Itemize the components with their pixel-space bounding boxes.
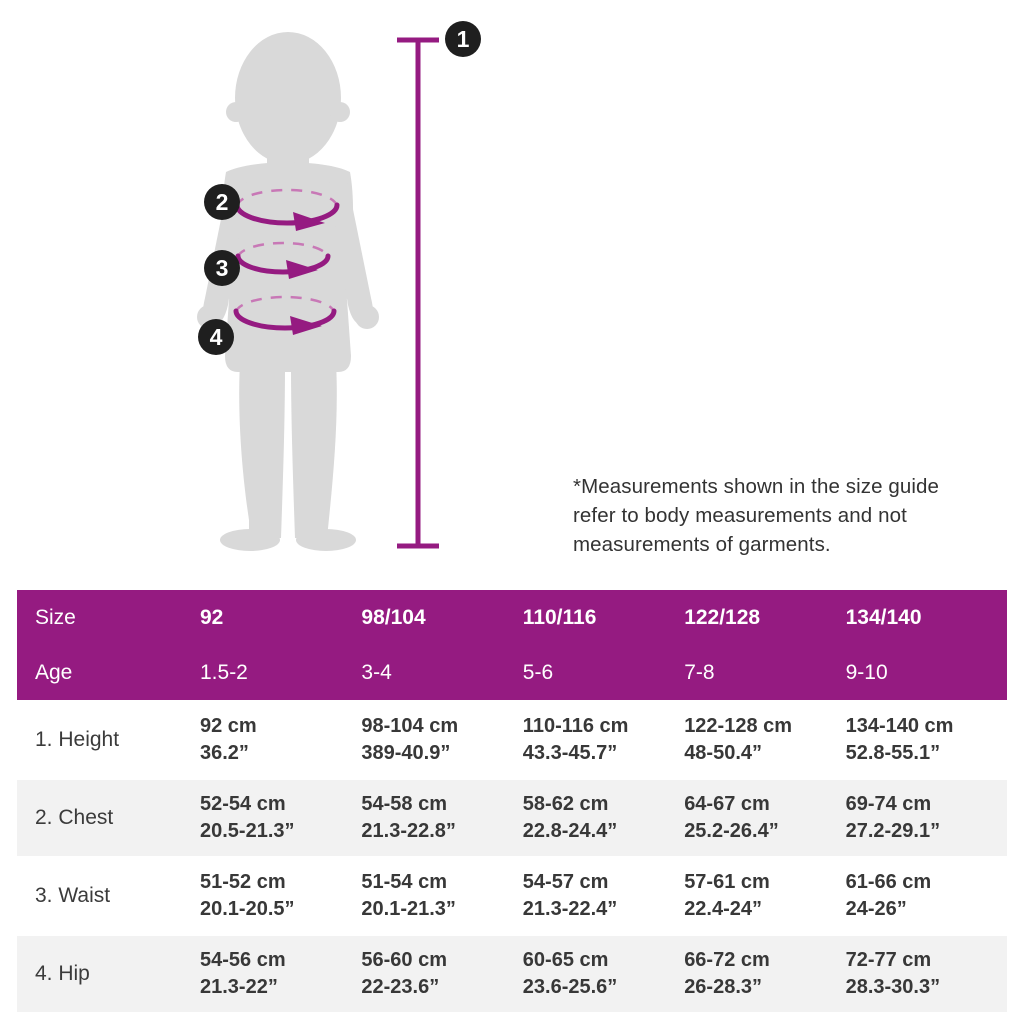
- measurement-inches: 22.4-24”: [684, 898, 763, 920]
- measurement-cm: 92 cm: [200, 715, 257, 737]
- measurement-inches: 21.3-22.8”: [361, 820, 456, 842]
- measurement-cell: 60-65 cm 23.6-25.6”: [523, 947, 684, 1001]
- measurement-cell: 54-58 cm 21.3-22.8”: [361, 791, 522, 845]
- measurement-cell: 64-67 cm 25.2-26.4”: [684, 791, 845, 845]
- measurement-cm: 54-57 cm: [522, 871, 609, 893]
- measurement-inches: 24-26”: [845, 898, 907, 920]
- measurement-inches: 23.6-25.6”: [522, 976, 618, 998]
- height-marker-badge: 1: [445, 21, 481, 57]
- measurement-cm: 54-58 cm: [361, 793, 448, 815]
- measurement-cm: 56-60 cm: [361, 949, 448, 971]
- measurement-inches: 21.3-22.4”: [522, 898, 618, 920]
- measurement-inches: 20.5-21.3”: [200, 820, 295, 842]
- header-age-value: 9-10: [845, 660, 888, 684]
- header-size-value: 134/140: [845, 605, 922, 629]
- table-row: 1. Height 92 cm 36.2” 98-104 cm 389-40.9” 110…: [17, 702, 1007, 778]
- size-table: Size 92 98/104 110/116 122/128 134/140 Age 1.5-…: [17, 590, 1007, 1012]
- measurement-inches: 25.2-26.4”: [684, 820, 779, 842]
- waist-marker-badge: 3: [204, 250, 240, 286]
- measurement-cell: 134-140 cm 52.8-55.1”: [846, 713, 1007, 767]
- measurement-cell: 51-54 cm 20.1-21.3”: [361, 869, 522, 923]
- measurement-inches: 20.1-21.3”: [361, 898, 456, 920]
- measurement-cell: 56-60 cm 22-23.6”: [361, 947, 522, 1001]
- measurement-cm: 51-54 cm: [361, 871, 448, 893]
- measurement-cm: 54-56 cm: [200, 949, 286, 971]
- header-age-value: 5-6: [522, 660, 554, 684]
- measurement-cell: 98-104 cm 389-40.9”: [361, 713, 522, 767]
- measurement-cell: 58-62 cm 22.8-24.4”: [523, 791, 684, 845]
- measurement-inches: 22.8-24.4”: [522, 820, 618, 842]
- chest-marker-badge: 2: [204, 184, 240, 220]
- measurement-cm: 57-61 cm: [684, 871, 770, 893]
- measurement-cell: 51-52 cm 20.1-20.5”: [200, 869, 361, 923]
- header-size-label: Size: [35, 605, 76, 629]
- measurement-inches: 52.8-55.1”: [845, 742, 941, 764]
- measurement-inches: 21.3-22”: [200, 976, 278, 998]
- measurement-cm: 69-74 cm: [845, 793, 932, 815]
- measurement-cell: 110-116 cm 43.3-45.7”: [523, 713, 684, 767]
- measurement-cell: 54-57 cm 21.3-22.4”: [523, 869, 684, 923]
- hip-measure-ellipse: [233, 295, 337, 335]
- table-header: Size 92 98/104 110/116 122/128 134/140 Age 1.5-…: [17, 590, 1007, 700]
- header-size-value: 98/104: [361, 605, 426, 629]
- table-row: 2. Chest 52-54 cm 20.5-21.3” 54-58 cm 21.3-2…: [17, 780, 1007, 856]
- measurement-inches: 48-50.4”: [684, 742, 763, 764]
- header-age-value: 7-8: [684, 660, 715, 684]
- header-size-value: 122/128: [684, 605, 761, 629]
- measurement-cell: 57-61 cm 22.4-24”: [684, 869, 845, 923]
- measurement-cm: 61-66 cm: [845, 871, 932, 893]
- measurement-cm: 51-52 cm: [200, 871, 286, 893]
- table-row: 4. Hip 54-56 cm 21.3-22” 56-60 cm 22-23.6” 60…: [17, 936, 1007, 1012]
- measurement-cm: 58-62 cm: [522, 793, 609, 815]
- measurement-cell: 61-66 cm 24-26”: [846, 869, 1007, 923]
- measurement-inches: 36.2”: [200, 742, 249, 764]
- measurement-cm: 110-116 cm: [522, 715, 629, 737]
- header-age-label: Age: [35, 660, 73, 684]
- measurement-cm: 66-72 cm: [684, 949, 770, 971]
- measurement-cm: 52-54 cm: [200, 793, 286, 815]
- measurement-inches: 27.2-29.1”: [845, 820, 941, 842]
- child-silhouette-graphic: [197, 32, 439, 551]
- row-label: 2. Chest: [35, 806, 114, 829]
- size-guide-figure: 1 2 3 4: [0, 0, 560, 580]
- measurement-cell: 72-77 cm 28.3-30.3”: [846, 947, 1007, 1001]
- measurement-inches: 389-40.9”: [361, 742, 451, 764]
- measurement-cm: 72-77 cm: [845, 949, 932, 971]
- child-silhouette: [197, 32, 379, 551]
- header-size-value: 110/116: [522, 605, 597, 629]
- table-row: 3. Waist 51-52 cm 20.1-20.5” 51-54 cm 20.1-2…: [17, 858, 1007, 934]
- measurement-cm: 122-128 cm: [684, 715, 793, 737]
- measurement-cell: 66-72 cm 26-28.3”: [684, 947, 845, 1001]
- measurement-inches: 28.3-30.3”: [845, 976, 941, 998]
- header-age-value: 3-4: [361, 660, 392, 684]
- measurement-cell: 92 cm 36.2”: [200, 713, 361, 767]
- hip-marker-badge: 4: [198, 319, 234, 355]
- height-measure-line: [397, 37, 439, 549]
- measurement-note: *Measurements shown in the size guide re…: [573, 475, 940, 556]
- measurement-inches: 43.3-45.7”: [522, 742, 618, 764]
- header-size-row: Size 92 98/104 110/116 122/128 134/140: [17, 590, 1007, 645]
- measurement-cm: 64-67 cm: [684, 793, 770, 815]
- measurement-cell: 54-56 cm 21.3-22”: [200, 947, 361, 1001]
- row-label: 1. Height: [35, 728, 120, 751]
- measurement-cm: 98-104 cm: [361, 715, 459, 737]
- measurement-inches: 22-23.6”: [361, 976, 440, 998]
- row-label: 4. Hip: [35, 962, 90, 985]
- measurement-cell: 122-128 cm 48-50.4”: [684, 713, 845, 767]
- waist-measure-ellipse: [235, 241, 331, 279]
- chest-measure-ellipse: [234, 188, 340, 231]
- header-age-value: 1.5-2: [200, 660, 248, 684]
- header-age-row: Age 1.5-2 3-4 5-6 7-8 9-10: [17, 645, 1007, 700]
- measurement-inches: 26-28.3”: [684, 976, 763, 998]
- measurement-inches: 20.1-20.5”: [200, 898, 295, 920]
- measurement-cell: 69-74 cm 27.2-29.1”: [846, 791, 1007, 845]
- row-label: 3. Waist: [35, 884, 111, 907]
- measurement-cm: 134-140 cm: [845, 715, 954, 737]
- measurement-cell: 52-54 cm 20.5-21.3”: [200, 791, 361, 845]
- measurement-cm: 60-65 cm: [522, 949, 609, 971]
- header-size-value: 92: [200, 605, 224, 629]
